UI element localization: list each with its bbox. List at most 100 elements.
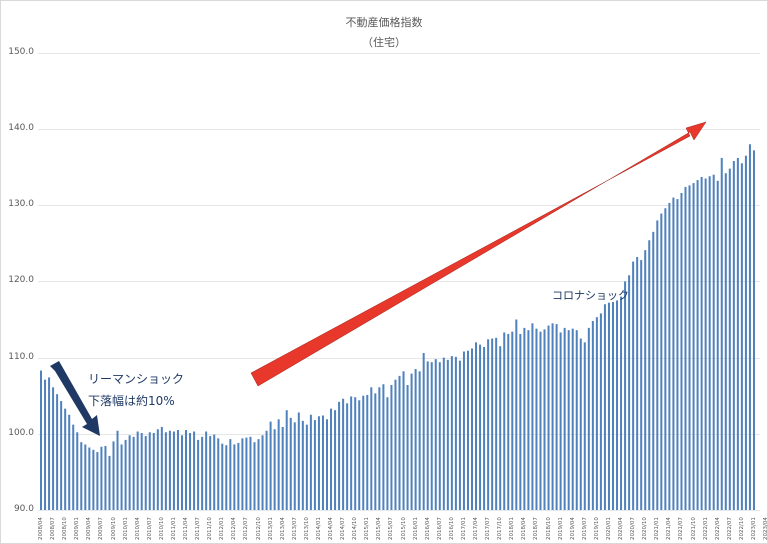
bar [156,429,159,510]
bar [257,439,260,510]
bar [221,443,224,510]
bar [104,445,107,510]
y-tick-label: 130.0 [8,199,34,210]
bar [748,144,751,511]
bar [245,437,248,510]
bar [547,325,550,510]
bar [487,339,490,510]
bar [475,342,478,510]
bar [189,433,192,510]
bar [217,438,220,510]
bar [249,436,252,510]
bar [382,384,385,510]
bar [648,240,651,510]
bar [338,401,341,510]
bar [116,430,119,510]
bar [616,300,619,510]
bar [567,330,570,510]
bar [599,313,602,510]
bar [406,385,409,510]
bar [458,360,461,510]
bar [620,296,623,510]
y-tick-label: 120.0 [8,275,34,286]
gridline [38,357,760,359]
bar [390,385,393,510]
bar [471,348,474,510]
lehman-shock-label: リーマンショック [88,372,185,386]
bar [293,422,296,510]
bar [185,429,188,510]
bar [535,328,538,510]
bar [656,220,659,510]
bar [152,433,155,510]
bar [418,371,421,510]
bar [704,178,707,510]
bar [728,168,731,510]
lehman-decline-label: 下落幅は約10% [88,394,175,408]
gridline [38,129,760,130]
bar [92,449,95,510]
bar [543,329,546,510]
bar [76,432,79,510]
bar [213,434,216,510]
bar [370,387,373,510]
bar [551,323,554,510]
bar [60,401,63,510]
bar [265,430,268,510]
bar [140,433,143,510]
bar [724,173,727,510]
bar [462,351,465,510]
bar [644,250,647,510]
bar [430,362,433,510]
bar [611,301,614,510]
bar [362,395,365,510]
y-tick-label: 110.0 [8,351,34,362]
bar [209,436,212,510]
bar [603,304,606,510]
bar [607,302,610,510]
bar [144,436,147,510]
bar [378,387,381,510]
bar [632,261,635,510]
bar [398,375,401,510]
y-tick-label: 140.0 [8,123,34,133]
bar [519,333,522,510]
bar [273,429,276,510]
bar [197,439,200,510]
bar [168,430,171,510]
bar [664,208,667,510]
bar [96,452,99,510]
bar [640,260,643,510]
bar [507,333,510,510]
bar [301,420,304,510]
bar [48,377,51,510]
bar [688,185,691,510]
bar [52,387,55,510]
bar [495,337,498,510]
bar [454,356,457,510]
bar [668,202,671,510]
bar [575,330,578,510]
bar [334,410,337,510]
gridline [38,510,760,511]
bar [193,431,196,510]
bar [636,257,639,510]
bar [136,431,139,510]
y-tick-label: 90.0 [13,504,34,514]
bar [720,157,723,510]
bar [176,429,179,510]
bar [708,176,711,511]
bar [527,330,530,510]
bar [676,199,679,510]
bar [595,317,598,510]
bar [201,436,204,510]
bar [624,281,627,510]
bar [732,161,735,510]
bar [426,361,429,510]
bar [346,403,349,510]
bar [422,353,425,510]
bar [172,431,175,510]
bar [330,408,333,510]
bar [414,369,417,510]
bar [225,445,228,510]
